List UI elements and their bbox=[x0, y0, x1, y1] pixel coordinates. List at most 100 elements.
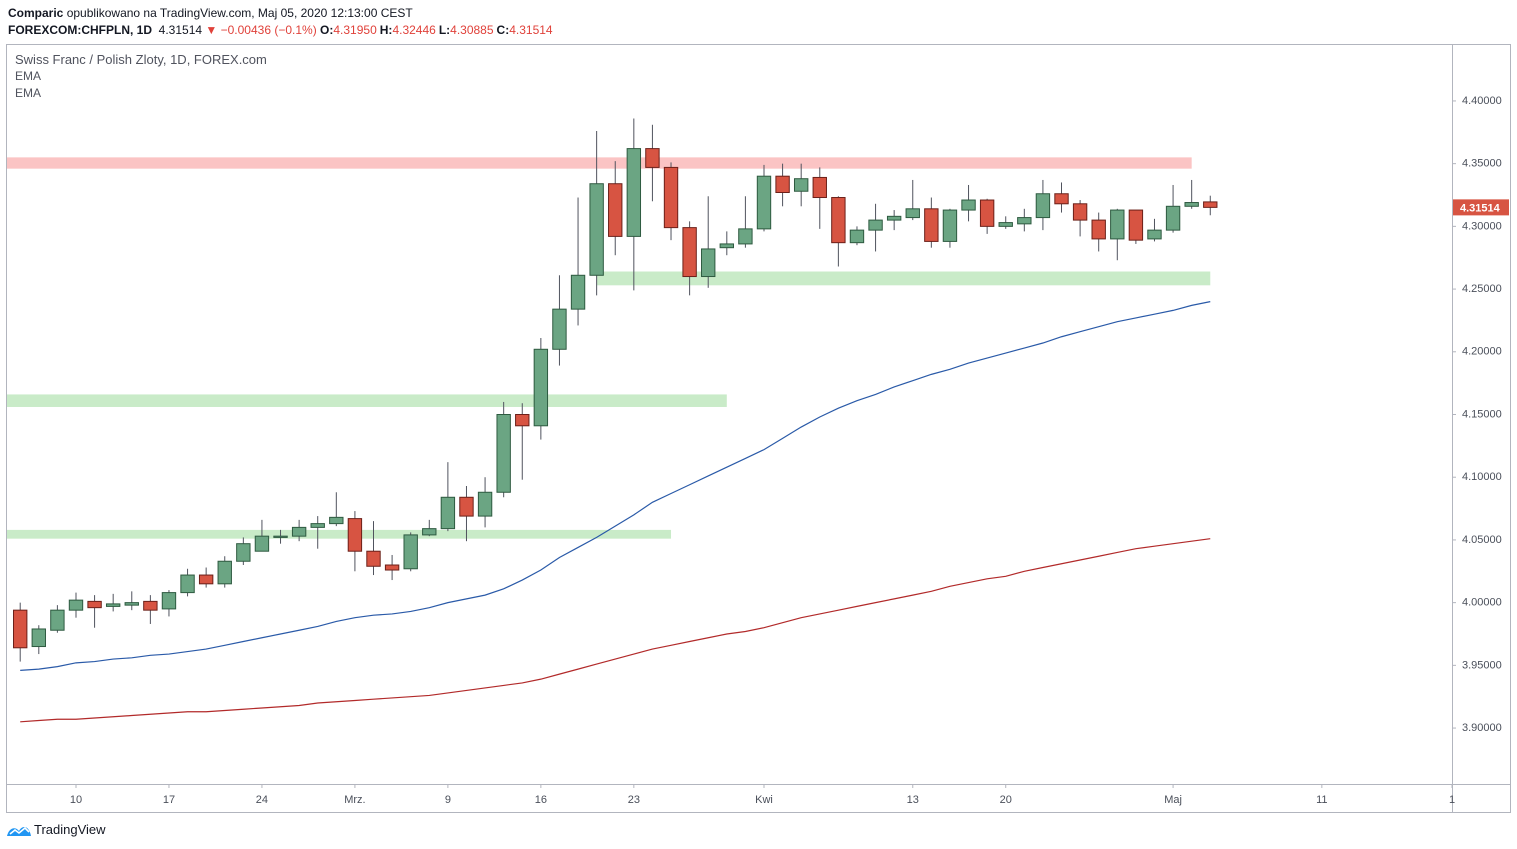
candle-body bbox=[1147, 229, 1162, 240]
symbol: FOREXCOM:CHFPLN, 1D bbox=[8, 23, 152, 37]
author: Comparic bbox=[8, 6, 64, 20]
plot-area bbox=[7, 118, 1218, 723]
candle-body bbox=[645, 148, 660, 168]
candle-body bbox=[812, 176, 827, 199]
y-tick-label: 4.05000 bbox=[1462, 534, 1502, 546]
candle-body bbox=[998, 222, 1013, 227]
candle-body bbox=[570, 274, 586, 310]
candle-body bbox=[236, 543, 251, 562]
brand-logo bbox=[7, 826, 31, 836]
y-tick-label: 3.95000 bbox=[1462, 659, 1502, 671]
candle-body bbox=[161, 592, 177, 610]
ohlc-value: 4.31514 bbox=[509, 23, 553, 37]
candle-body bbox=[775, 175, 790, 193]
ohlc-key: C: bbox=[496, 23, 510, 37]
candle-body bbox=[886, 215, 902, 221]
x-tick-label: 1 bbox=[1449, 794, 1455, 806]
candle-body bbox=[515, 414, 530, 427]
zone bbox=[7, 157, 1192, 169]
ohlc-value: 4.30885 bbox=[450, 23, 494, 37]
legend-ema: EMA bbox=[15, 86, 42, 100]
candle-body bbox=[310, 523, 325, 528]
quote-line: FOREXCOM:CHFPLN, 1D 4.31514 ▼ −0.00436 (… bbox=[8, 23, 556, 37]
candle-body bbox=[849, 229, 865, 244]
candle-body bbox=[180, 574, 195, 594]
y-tick-label: 4.15000 bbox=[1462, 408, 1502, 420]
candle-body bbox=[143, 600, 158, 611]
x-tick-label: Kwi bbox=[755, 794, 773, 806]
ema-line bbox=[20, 538, 1211, 723]
x-tick-label: 9 bbox=[445, 794, 451, 806]
candle-body bbox=[31, 628, 46, 648]
zone bbox=[7, 394, 727, 407]
candle-body bbox=[124, 602, 139, 606]
x-tick-label: Mrz. bbox=[344, 794, 365, 806]
x-tick-label: 20 bbox=[1000, 794, 1012, 806]
x-tick-label: 23 bbox=[628, 794, 640, 806]
candle-body bbox=[608, 183, 623, 237]
candle-body bbox=[1035, 193, 1051, 219]
candle-body bbox=[905, 208, 920, 219]
candle-body bbox=[1203, 201, 1218, 208]
candle-body bbox=[942, 209, 958, 242]
candle-body bbox=[403, 534, 418, 570]
candle-body bbox=[831, 197, 846, 244]
last: 4.31514 bbox=[158, 23, 203, 37]
candle-body bbox=[1128, 209, 1144, 241]
ema-line bbox=[20, 301, 1211, 671]
legend-ema: EMA bbox=[15, 69, 42, 83]
ohlc: O:4.31950 H:4.32446 L:4.30885 C:4.31514 bbox=[320, 23, 556, 37]
candle-body bbox=[1017, 217, 1032, 225]
x-tick-label: 13 bbox=[907, 794, 919, 806]
x-tick-label: 24 bbox=[256, 794, 268, 806]
y-tick-label: 4.25000 bbox=[1462, 283, 1502, 295]
y-tick-label: 4.20000 bbox=[1462, 346, 1502, 358]
axes: 3.90000 3.95000 4.00000 4.05000 4.10000 4.150… bbox=[70, 95, 1509, 806]
cloud-icon bbox=[7, 826, 31, 836]
candle-body bbox=[87, 600, 102, 609]
candle-body bbox=[347, 518, 363, 552]
frame bbox=[6, 44, 1511, 813]
ohlc-value: 4.31950 bbox=[333, 23, 377, 37]
logo-line bbox=[9, 826, 30, 835]
candle-body bbox=[50, 609, 65, 631]
candle-body bbox=[1165, 205, 1181, 231]
candle-body bbox=[1184, 202, 1199, 207]
candle-body bbox=[663, 166, 679, 229]
y-tick-label: 4.35000 bbox=[1462, 158, 1502, 170]
candle-body bbox=[291, 526, 307, 537]
last-price-label: 4.31514 bbox=[1460, 202, 1501, 214]
candle-body bbox=[682, 227, 697, 278]
candle-body bbox=[217, 560, 232, 585]
candle-body bbox=[793, 178, 809, 192]
candle-body bbox=[756, 175, 772, 230]
y-tick-label: 4.30000 bbox=[1462, 220, 1502, 232]
ohlc-key: O: bbox=[320, 23, 334, 37]
candle-body bbox=[924, 208, 939, 242]
candle-body bbox=[273, 535, 288, 538]
x-tick-label: Maj bbox=[1164, 794, 1182, 806]
y-tick-label: 3.90000 bbox=[1462, 722, 1502, 734]
y-tick-label: 4.00000 bbox=[1462, 597, 1502, 609]
zone bbox=[7, 529, 672, 539]
published: opublikowano na TradingView.com, Maj 05,… bbox=[66, 6, 413, 20]
candle-body bbox=[738, 228, 753, 245]
y-tick-label: 4.10000 bbox=[1462, 471, 1502, 483]
ohlc-value: 4.32446 bbox=[392, 23, 436, 37]
candle-body bbox=[384, 564, 400, 571]
candle-body bbox=[626, 148, 642, 237]
ohlc-key: L: bbox=[438, 23, 451, 37]
candle-body bbox=[68, 599, 84, 611]
candle-body bbox=[533, 348, 549, 427]
candle-body bbox=[868, 219, 883, 231]
candle-body bbox=[496, 414, 511, 493]
candle-body bbox=[1054, 193, 1069, 205]
zone bbox=[596, 271, 1211, 286]
x-tick-label: 10 bbox=[70, 794, 82, 806]
x-tick-label: 16 bbox=[535, 794, 547, 806]
x-tick-label: 11 bbox=[1316, 794, 1327, 806]
candle-body bbox=[1110, 209, 1125, 240]
candle-body bbox=[477, 491, 493, 517]
